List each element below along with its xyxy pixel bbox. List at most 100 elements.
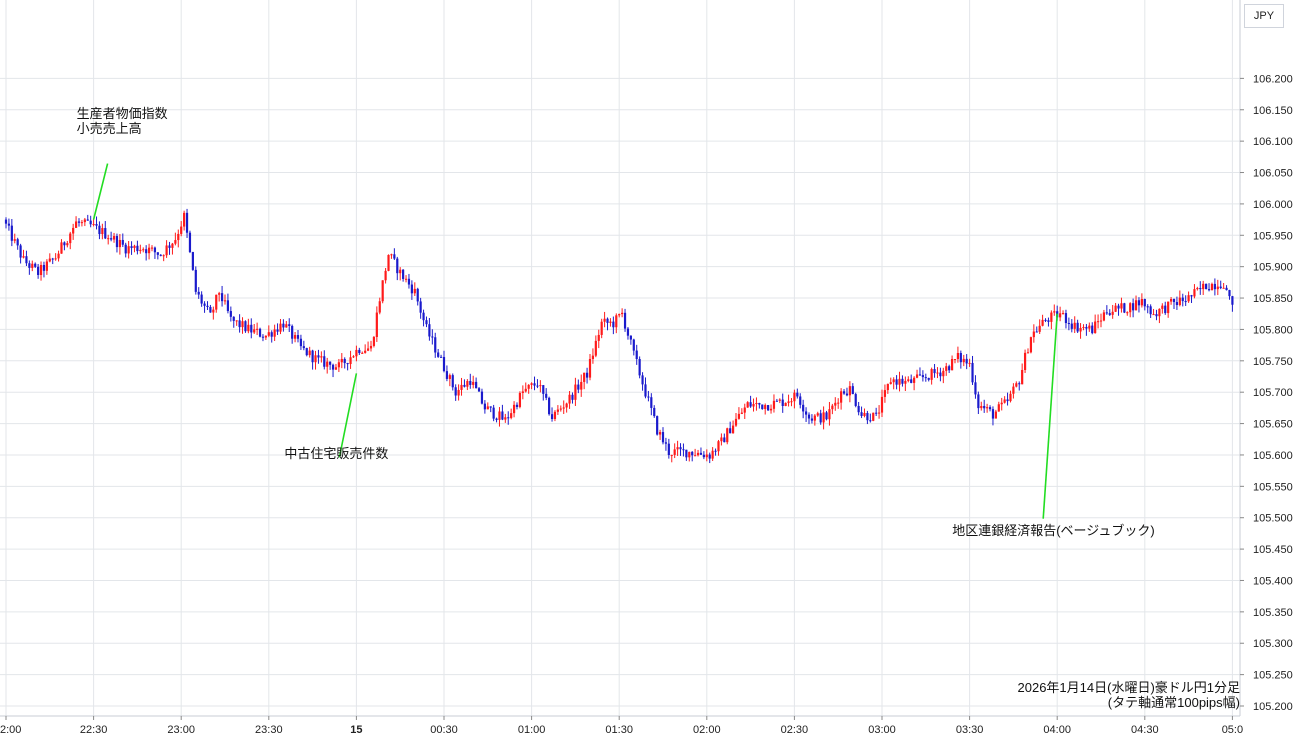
candle bbox=[883, 384, 887, 403]
candle bbox=[942, 367, 945, 384]
candle-body bbox=[778, 399, 781, 401]
candle-body bbox=[10, 225, 13, 241]
candle-body bbox=[1155, 314, 1158, 317]
candle-body bbox=[650, 397, 653, 408]
candle bbox=[892, 377, 895, 390]
candle-body bbox=[136, 245, 139, 252]
candle-body bbox=[486, 406, 489, 410]
candle bbox=[618, 313, 621, 318]
candle-body bbox=[159, 254, 162, 256]
candle-body bbox=[431, 336, 434, 338]
candle-body bbox=[1009, 393, 1012, 402]
candle bbox=[267, 325, 270, 338]
candle-body bbox=[533, 383, 536, 386]
candle bbox=[288, 318, 291, 332]
candle bbox=[1178, 290, 1181, 307]
y-tick-label: 105.850 bbox=[1253, 293, 1293, 305]
candle-body bbox=[854, 394, 857, 406]
candle-body bbox=[203, 303, 206, 306]
candle-body bbox=[13, 239, 16, 241]
candle bbox=[188, 230, 192, 254]
candle-body bbox=[28, 263, 31, 268]
grid-lines bbox=[0, 0, 1240, 716]
candle bbox=[419, 297, 422, 319]
candle bbox=[366, 341, 370, 352]
candle-body bbox=[57, 253, 60, 259]
candle-body bbox=[162, 255, 165, 257]
x-tick-label: 00:30 bbox=[430, 724, 458, 736]
candle-body bbox=[609, 321, 612, 323]
candle bbox=[694, 448, 697, 457]
candle bbox=[1190, 294, 1193, 303]
candle-body bbox=[749, 402, 752, 407]
candle-body bbox=[375, 312, 378, 338]
candle bbox=[364, 344, 367, 354]
candle bbox=[781, 393, 784, 413]
candle bbox=[460, 377, 463, 396]
candle bbox=[571, 392, 574, 404]
candle-body bbox=[247, 324, 250, 332]
candle bbox=[670, 454, 673, 463]
chart-caption-line1: 2026年1月14日(水曜日)豪ドル円1分足 bbox=[1018, 680, 1241, 695]
candle-body bbox=[834, 402, 837, 406]
candle-body bbox=[188, 232, 192, 253]
candle bbox=[793, 389, 796, 409]
candle-body bbox=[145, 249, 148, 254]
candle-body bbox=[180, 226, 183, 234]
candle-body bbox=[1126, 312, 1129, 314]
x-axis-ticks: 2:00 22:30 23:00 23:30 15 00:30 01:00 01:30 02:0… bbox=[0, 716, 1243, 736]
candle-body bbox=[734, 418, 738, 426]
candle bbox=[457, 384, 460, 401]
candle bbox=[863, 408, 866, 418]
candle bbox=[898, 371, 901, 392]
candle-body bbox=[477, 388, 481, 392]
candle bbox=[235, 320, 238, 326]
candle-body bbox=[679, 447, 682, 450]
candle bbox=[734, 412, 738, 427]
candle-body bbox=[831, 405, 834, 410]
candle bbox=[162, 254, 165, 262]
candle-body bbox=[439, 356, 443, 358]
candle bbox=[737, 407, 741, 420]
currency-label[interactable]: JPY bbox=[1244, 4, 1284, 28]
candle bbox=[740, 408, 743, 415]
candle bbox=[302, 340, 305, 351]
candle bbox=[264, 335, 267, 340]
candle bbox=[1184, 295, 1187, 306]
candle-body bbox=[898, 378, 901, 385]
candle-body bbox=[74, 221, 78, 228]
candle-body bbox=[988, 407, 992, 410]
candle bbox=[1018, 381, 1021, 391]
candle-body bbox=[1059, 313, 1062, 318]
candle-body bbox=[1164, 305, 1167, 314]
candle bbox=[1143, 298, 1146, 311]
candle-body bbox=[413, 288, 416, 294]
candle-body bbox=[1134, 300, 1138, 311]
candle bbox=[705, 449, 708, 462]
candle bbox=[673, 443, 676, 459]
candle bbox=[212, 306, 215, 320]
candle bbox=[804, 407, 808, 422]
candle-body bbox=[396, 258, 399, 274]
candle-body bbox=[726, 428, 729, 443]
candle bbox=[886, 383, 889, 394]
candle-body bbox=[498, 411, 501, 420]
candle bbox=[755, 397, 758, 411]
annotation-leader-line bbox=[1042, 313, 1058, 519]
candle bbox=[807, 412, 811, 425]
candle bbox=[422, 309, 425, 327]
candle bbox=[498, 407, 501, 427]
candle-body bbox=[1181, 297, 1184, 302]
candle-body bbox=[419, 301, 422, 313]
candle bbox=[562, 400, 565, 415]
candle-body bbox=[562, 407, 565, 409]
y-tick-label: 105.550 bbox=[1253, 481, 1293, 493]
candle-body bbox=[644, 384, 647, 397]
candle-body bbox=[591, 355, 595, 359]
candle bbox=[413, 282, 416, 297]
candle-body bbox=[299, 338, 303, 347]
candle bbox=[115, 233, 119, 253]
candle-body bbox=[556, 409, 559, 412]
candle bbox=[530, 382, 533, 390]
candle-body bbox=[1076, 322, 1079, 332]
